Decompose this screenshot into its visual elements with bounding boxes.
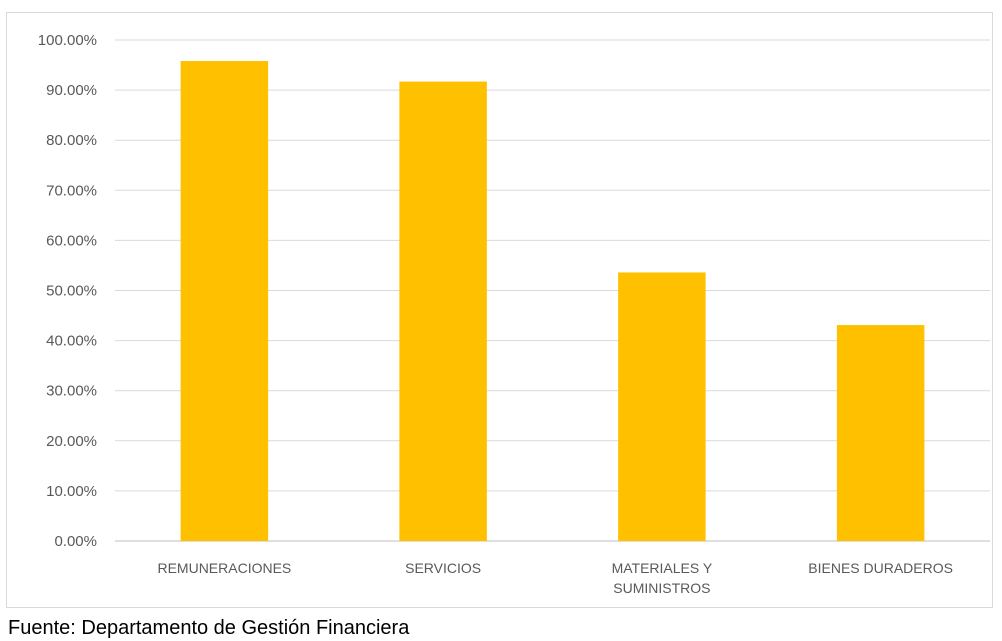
bar — [618, 272, 706, 541]
x-tick-label: SUMINISTROS — [613, 580, 710, 596]
y-tick-label: 50.00% — [46, 283, 97, 300]
y-tick-label: 0.00% — [54, 533, 97, 550]
y-tick-label: 10.00% — [46, 483, 97, 500]
bar — [180, 61, 269, 542]
y-tick-label: 40.00% — [46, 333, 97, 350]
y-tick-label: 70.00% — [46, 182, 97, 199]
y-tick-label: 60.00% — [46, 232, 97, 249]
source-note: Fuente: Departamento de Gestión Financie… — [8, 617, 410, 639]
y-tick-label: 100.00% — [38, 32, 97, 49]
y-tick-label: 80.00% — [46, 132, 97, 149]
bar — [399, 81, 487, 541]
y-tick-label: 30.00% — [46, 383, 97, 400]
chart-area — [6, 12, 993, 608]
y-tick-label: 20.00% — [46, 433, 97, 450]
x-tick-label: BIENES DURADEROS — [808, 560, 953, 576]
x-tick-label: MATERIALES Y — [612, 560, 713, 576]
x-tick-label: SERVICIOS — [405, 560, 481, 576]
y-tick-label: 90.00% — [46, 82, 97, 99]
bar — [836, 325, 925, 541]
x-tick-label: REMUNERACIONES — [157, 560, 291, 576]
